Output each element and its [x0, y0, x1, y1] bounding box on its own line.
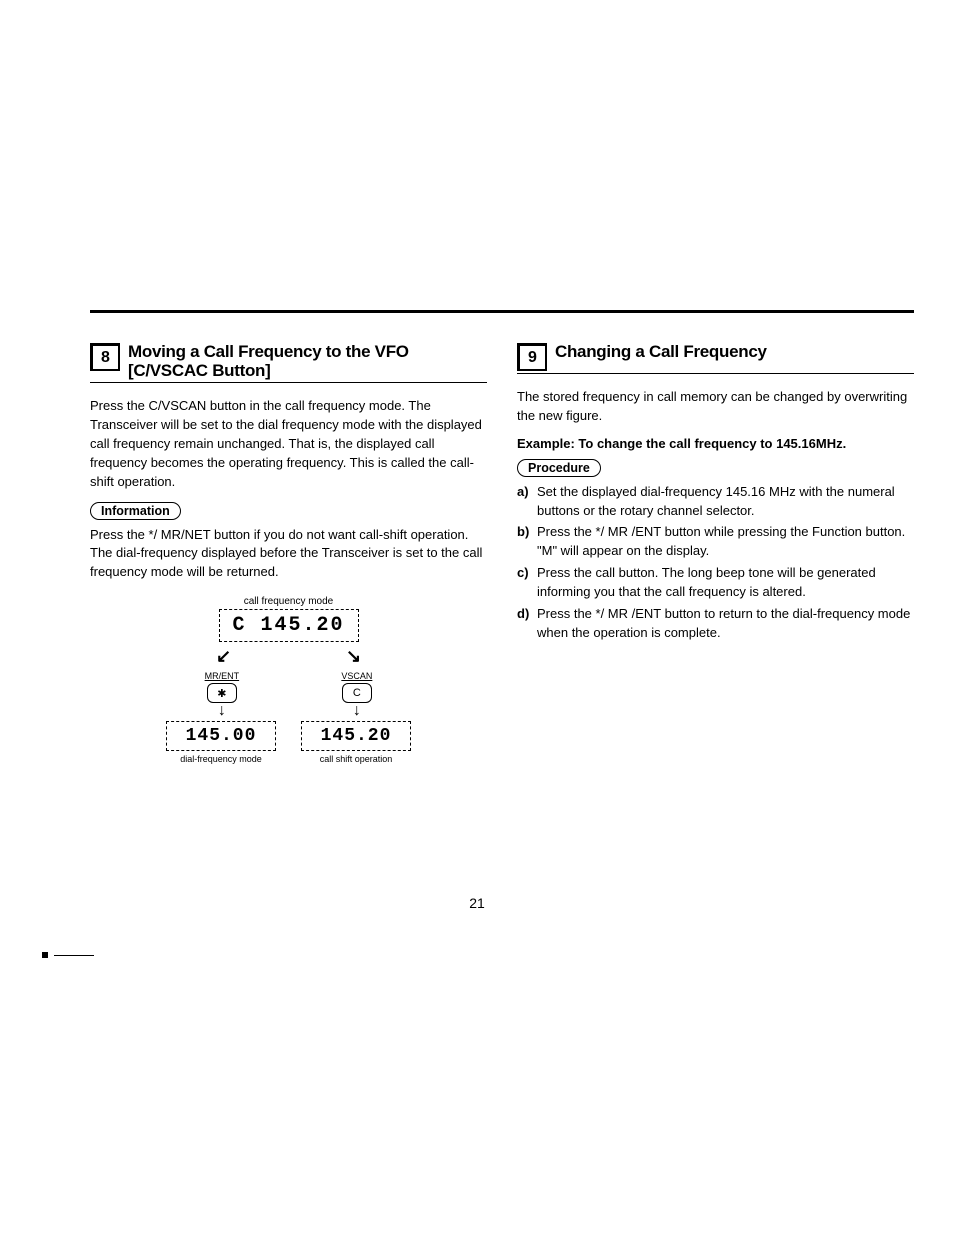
procedure-list: a) Set the displayed dial-frequency 145.… [517, 483, 914, 643]
example-line: Example: To change the call frequency to… [517, 436, 914, 451]
diagram-left-lcd: 145.00 [166, 721, 276, 751]
arrow-down-icon: ↓ [218, 703, 226, 719]
diagram-top-lcd: C 145.20 [219, 609, 359, 642]
section-9-para1: The stored frequency in call memory can … [517, 388, 914, 426]
procedure-step-a: a) Set the displayed dial-frequency 145.… [517, 483, 914, 521]
arrow-down-icon: ↓ [353, 703, 361, 719]
top-rule [90, 310, 914, 313]
procedure-step-b: b) Press the */ MR /ENT button while pre… [517, 523, 914, 561]
section-9-number: 9 [517, 343, 547, 371]
procedure-label: Procedure [517, 459, 601, 477]
call-shift-diagram: call frequency mode C 145.20 ↙ ↘ MR/ENT … [159, 596, 419, 764]
section-9-header: 9 Changing a Call Frequency [517, 343, 914, 374]
diagram-left-label: dial-frequency mode [180, 754, 262, 764]
section-8-number: 8 [90, 343, 120, 371]
left-column: 8 Moving a Call Frequency to the VFO [C/… [90, 343, 487, 764]
diagram-right-lcd: 145.20 [301, 721, 411, 751]
vscan-label: VSCAN [341, 671, 372, 681]
arrow-down-left-icon: ↙ [216, 646, 231, 667]
right-column: 9 Changing a Call Frequency The stored f… [517, 343, 914, 764]
diagram-top-label: call frequency mode [159, 596, 419, 607]
mr-ent-label: MR/ENT [205, 671, 240, 681]
section-8-para1: Press the C/VSCAN button in the call fre… [90, 397, 487, 491]
section-8-header: 8 Moving a Call Frequency to the VFO [C/… [90, 343, 487, 383]
page-number: 21 [0, 895, 954, 911]
vscan-button-icon: C [342, 683, 372, 703]
section-9-title: Changing a Call Frequency [555, 343, 767, 362]
section-8-para2: Press the */ MR/NET button if you do not… [90, 526, 487, 583]
arrow-down-right-icon: ↘ [346, 646, 361, 667]
mr-ent-button-icon: ✱ [207, 683, 237, 703]
section-8-title: Moving a Call Frequency to the VFO [C/VS… [128, 343, 487, 380]
diagram-right-label: call shift operation [320, 754, 393, 764]
information-label: Information [90, 502, 181, 520]
procedure-step-c: c) Press the call button. The long beep … [517, 564, 914, 602]
procedure-step-d: d) Press the */ MR /ENT button to return… [517, 605, 914, 643]
footer-mark [42, 950, 94, 961]
